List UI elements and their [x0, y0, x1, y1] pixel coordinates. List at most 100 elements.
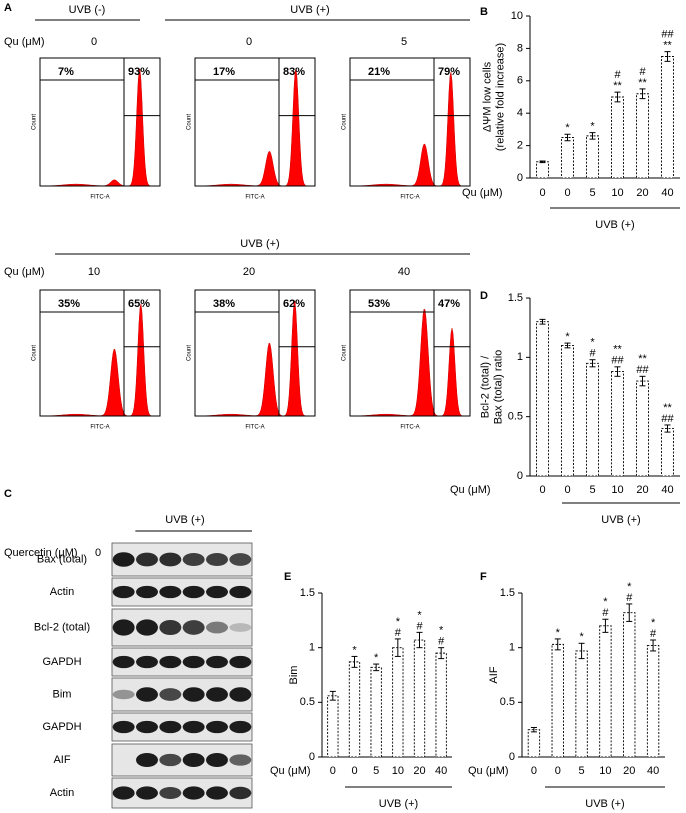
- bar: [646, 645, 660, 758]
- error-bar: [639, 375, 646, 387]
- significance-mark: **: [613, 344, 622, 356]
- x-tick-label: 0: [555, 765, 561, 777]
- blot-band: [182, 720, 205, 734]
- gate-percent: 83%: [283, 66, 305, 78]
- x-tick-label: 0: [564, 484, 570, 496]
- gate-percent: 93%: [128, 66, 150, 78]
- blot-row-label: GAPDH: [42, 656, 81, 668]
- significance-mark: *: [651, 617, 656, 629]
- dose-label: 0: [246, 36, 252, 48]
- x-tick-label: 5: [589, 484, 595, 496]
- group-label: UVB (-): [69, 4, 106, 16]
- error-bar: [539, 160, 546, 164]
- bar: [561, 345, 574, 477]
- axis-label: Count: [32, 114, 38, 130]
- y-tick-label: 1.5: [508, 292, 523, 304]
- gate-percent: 53%: [368, 298, 390, 310]
- significance-mark: #: [395, 627, 402, 639]
- y-axis-label: Bcl-2 (total) /: [479, 355, 491, 418]
- qu-label: Qu (μM): [4, 36, 45, 48]
- y-tick-label: 0: [517, 172, 523, 184]
- blot-band: [112, 552, 135, 567]
- y-axis-label: (relative fold increase): [494, 43, 506, 151]
- y-tick-label: 0: [309, 751, 315, 763]
- blot-band: [112, 786, 135, 800]
- error-bar: [373, 663, 380, 672]
- blot-strip: [111, 743, 253, 777]
- bar: [636, 93, 649, 179]
- significance-mark: *: [374, 652, 379, 664]
- bar: [661, 428, 674, 477]
- significance-mark: ##: [661, 29, 674, 41]
- x-tick-label: 0: [539, 484, 545, 496]
- blot-band: [112, 619, 135, 636]
- group-label: UVB (+): [595, 219, 634, 231]
- x-tick-label: 0: [564, 187, 570, 199]
- axis-label: Count: [32, 345, 38, 361]
- histogram: [350, 308, 470, 417]
- significance-mark: *: [603, 596, 608, 608]
- panel-letter: A: [4, 2, 12, 14]
- blot-band: [159, 552, 182, 567]
- blot-row-label: GAPDH: [42, 721, 81, 733]
- axis-label: FITC-A: [400, 425, 419, 431]
- significance-mark: #: [650, 628, 657, 640]
- x-tick-label: 0: [330, 765, 336, 777]
- y-tick-label: 1: [309, 642, 315, 654]
- significance-mark: *: [627, 581, 632, 593]
- error-bar: [530, 726, 537, 733]
- blot-band: [136, 720, 158, 734]
- bar: [348, 661, 361, 758]
- plot-frame: [39, 57, 161, 187]
- x-tick-label: 10: [392, 765, 404, 777]
- blot-strip: [111, 677, 253, 712]
- dose-label: 0: [91, 36, 97, 48]
- error-bar: [564, 133, 571, 142]
- y-tick-label: 0.5: [508, 411, 523, 423]
- blot-band: [136, 752, 158, 768]
- plot-frame: [39, 289, 161, 417]
- bar: [661, 56, 674, 179]
- error-bar: [664, 424, 671, 433]
- bar: [611, 96, 624, 179]
- blot-band: [182, 552, 205, 567]
- y-tick-label: 0.5: [500, 696, 515, 708]
- x-tick-label: 5: [579, 765, 585, 777]
- blot-band: [229, 623, 252, 632]
- axis-label: Count: [187, 114, 193, 130]
- bar: [636, 380, 649, 477]
- blot-band: [136, 687, 158, 702]
- blot-band: [229, 687, 252, 702]
- bar: [586, 135, 599, 179]
- dose-label: 20: [243, 266, 255, 278]
- bar: [327, 695, 339, 758]
- significance-mark: ##: [636, 364, 649, 376]
- significance-mark: **: [663, 40, 672, 52]
- gate-percent: 17%: [213, 66, 235, 78]
- blot-row-label: Bim: [53, 688, 72, 700]
- error-bar: [564, 342, 571, 349]
- blot-band: [182, 585, 205, 599]
- error-bar: [602, 618, 609, 633]
- error-bar: [664, 51, 671, 62]
- blot-band: [182, 687, 205, 702]
- error-bar: [614, 91, 621, 103]
- bar: [551, 643, 564, 758]
- x-tick-label: 10: [599, 765, 611, 777]
- blot-band: [159, 585, 182, 599]
- plot-frame: [194, 57, 316, 187]
- blot-band: [229, 655, 252, 669]
- y-axis-label: Bim: [288, 666, 300, 685]
- group-label: UVB (+): [585, 798, 624, 810]
- y-tick-label: 0: [509, 751, 515, 763]
- blot-band: [206, 552, 228, 567]
- gate-percent: 79%: [438, 66, 460, 78]
- significance-mark: *: [590, 121, 595, 133]
- group-label: UVB (+): [379, 798, 418, 810]
- blot-band: [159, 753, 182, 767]
- blot-strip: [111, 777, 253, 809]
- y-axis-label: Bax (total) ratio: [492, 350, 504, 425]
- blot-band: [182, 752, 205, 768]
